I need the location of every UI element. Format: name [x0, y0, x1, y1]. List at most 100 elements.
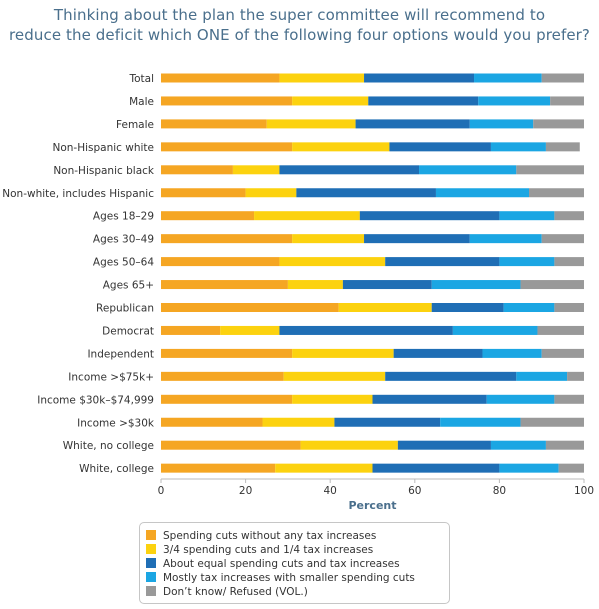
legend-label: Spending cuts without any tax increases	[163, 530, 377, 542]
x-tick-label: 20	[239, 485, 252, 497]
bar-segment	[292, 234, 365, 244]
bar-segment	[541, 73, 584, 83]
bar-segment	[275, 463, 373, 473]
bar-segment	[440, 417, 521, 427]
bar-segment	[296, 188, 436, 198]
category-label: White, college	[79, 463, 154, 475]
bar-segment	[342, 280, 432, 290]
bar-segment	[385, 371, 517, 381]
bar-segment	[389, 142, 491, 152]
bar-segment	[516, 371, 568, 381]
legend-swatch	[146, 544, 156, 554]
x-tick-label: 40	[324, 485, 337, 497]
bar-segment	[161, 371, 284, 381]
category-label: Income >$75k+	[68, 371, 154, 383]
legend-swatch	[146, 586, 156, 596]
bar-segment	[292, 394, 373, 404]
bar-segment	[262, 417, 335, 427]
bar-segment	[452, 325, 538, 335]
legend-item: Mostly tax increases with smaller spendi…	[146, 571, 415, 585]
bar-segment	[161, 96, 293, 106]
category-label: Male	[129, 96, 154, 108]
bar-segment	[279, 257, 386, 267]
bar-segment	[554, 394, 584, 404]
bar-segment	[161, 257, 280, 267]
legend-item: 3/4 spending cuts and 1/4 tax increases	[146, 543, 373, 557]
legend-label: Mostly tax increases with smaller spendi…	[163, 572, 415, 584]
bar-segment	[359, 211, 500, 221]
bar-segment	[220, 325, 280, 335]
x-axis-title: Percent	[348, 499, 396, 512]
bar-segment	[393, 348, 483, 358]
bar-segment	[431, 280, 521, 290]
bar-segment	[529, 188, 584, 198]
legend-swatch	[146, 530, 156, 540]
bar-segment	[490, 440, 546, 450]
bar-segment	[372, 463, 500, 473]
chart-legend: Spending cuts without any tax increases …	[139, 522, 450, 604]
bar-segment	[431, 303, 504, 312]
bar-segment	[474, 73, 542, 83]
bar-segment	[292, 348, 394, 358]
bar-segment	[364, 73, 475, 83]
bar-segment	[490, 142, 546, 152]
legend-swatch	[146, 558, 156, 568]
bar-segment	[161, 280, 288, 290]
bar-segment	[161, 119, 267, 129]
bar-segment	[478, 96, 551, 106]
bar-segment	[161, 348, 293, 358]
bar-segment	[287, 280, 343, 290]
bar-segment	[397, 440, 491, 450]
bar-segment	[161, 188, 246, 198]
bar-segment	[279, 73, 365, 83]
legend-item: About equal spending cuts and tax increa…	[146, 557, 400, 571]
bar-segment	[338, 303, 432, 312]
bar-segment	[499, 463, 559, 473]
bar-segment	[567, 371, 584, 381]
category-label: Non-white, includes Hispanic	[2, 188, 154, 200]
category-label: White, no college	[63, 440, 154, 452]
legend-label: About equal spending cuts and tax increa…	[163, 558, 400, 570]
bar-segment	[232, 165, 280, 175]
bar-segment	[558, 463, 584, 473]
bar-segment	[550, 96, 584, 106]
bar-segment	[469, 119, 534, 129]
bar-segment	[161, 325, 221, 335]
bar-segment	[161, 394, 293, 404]
bar-segment	[503, 303, 555, 312]
bar-segment	[254, 211, 360, 221]
x-tick-label: 100	[574, 485, 594, 497]
category-label: Non-Hispanic white	[52, 142, 154, 154]
legend-item: Spending cuts without any tax increases	[146, 529, 376, 543]
category-label: Ages 30–49	[93, 234, 154, 246]
category-label: Republican	[96, 303, 154, 315]
category-label: Ages 50–64	[93, 257, 154, 269]
bar-segment	[334, 417, 441, 427]
category-label: Ages 18–29	[93, 211, 154, 223]
bar-segment	[279, 325, 453, 335]
bar-segment	[419, 165, 517, 175]
bar-segment	[499, 211, 555, 221]
bar-segment	[537, 325, 584, 335]
bar-segment	[283, 371, 386, 381]
legend-label: 3/4 spending cuts and 1/4 tax increases	[163, 544, 374, 556]
bar-segment	[292, 96, 369, 106]
legend-swatch	[146, 572, 156, 582]
bar-segment	[486, 394, 555, 404]
bar-segment	[279, 165, 420, 175]
bar-segment	[545, 440, 584, 450]
bar-segment	[554, 257, 584, 267]
bar-segment	[520, 280, 584, 290]
category-label: Female	[116, 119, 154, 131]
legend-item: Don’t know/ Refused (VOL.)	[146, 585, 308, 599]
category-label: Non-Hispanic black	[53, 165, 155, 177]
bar-segment	[161, 211, 255, 221]
bar-segment	[161, 417, 263, 427]
bar-segment	[161, 303, 339, 312]
bar-segment	[554, 303, 584, 312]
bar-segment	[499, 257, 555, 267]
bar-segment	[482, 348, 542, 358]
bar-segment	[520, 417, 584, 427]
bar-segment	[372, 394, 487, 404]
x-tick-label: 60	[408, 485, 421, 497]
